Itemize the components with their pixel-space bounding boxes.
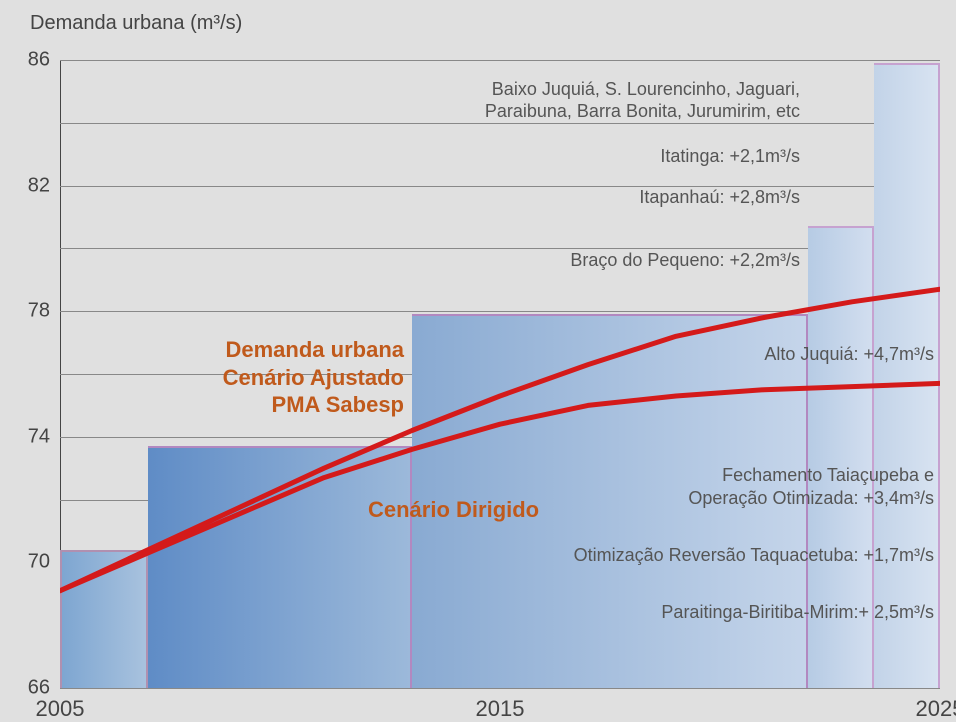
gridline [60, 60, 940, 61]
annotation-itapanhau: Itapanhaú: +2,8m³/s [639, 186, 800, 209]
x-tick-label: 2025 [916, 696, 956, 722]
chart-container: Demanda urbana (m³/s) 667074788286200520… [0, 0, 956, 722]
x-tick-label: 2005 [36, 696, 85, 722]
capacity-step-fill [874, 65, 938, 688]
annotation-fechamento: Fechamento Taiaçupeba eOperação Otimizad… [688, 464, 934, 509]
scenario-label-ajustado: Demanda urbanaCenário AjustadoPMA Sabesp [223, 336, 404, 419]
y-tick-label: 86 [28, 49, 50, 72]
y-tick-label: 82 [28, 174, 50, 197]
gridline [60, 186, 940, 187]
annotation-alto-juquia: Alto Juquiá: +4,7m³/s [764, 343, 934, 366]
capacity-step-fill [148, 448, 410, 688]
annotation-itatinga: Itatinga: +2,1m³/s [660, 145, 800, 168]
y-axis-title: Demanda urbana (m³/s) [30, 12, 242, 35]
y-tick-label: 70 [28, 551, 50, 574]
capacity-step [60, 550, 148, 688]
annotation-top-block: Baixo Juquiá, S. Lourencinho, Jaguari,Pa… [485, 78, 800, 123]
capacity-step [874, 63, 940, 688]
x-tick-label: 2015 [476, 696, 525, 722]
annotation-paraitinga: Paraitinga-Biritiba-Mirim:+ 2,5m³/s [661, 601, 934, 624]
scenario-label-dirigido: Cenário Dirigido [368, 496, 539, 524]
capacity-step [148, 446, 412, 688]
gridline [60, 688, 940, 689]
plot-area: 667074788286200520152025Baixo Juquiá, S.… [60, 60, 940, 688]
y-tick-label: 78 [28, 300, 50, 323]
capacity-step-fill [62, 552, 146, 688]
annotation-otimizacao: Otimização Reversão Taquacetuba: +1,7m³/… [574, 544, 934, 567]
annotation-braco-pequeno: Braço do Pequeno: +2,2m³/s [570, 249, 800, 272]
y-tick-label: 74 [28, 425, 50, 448]
